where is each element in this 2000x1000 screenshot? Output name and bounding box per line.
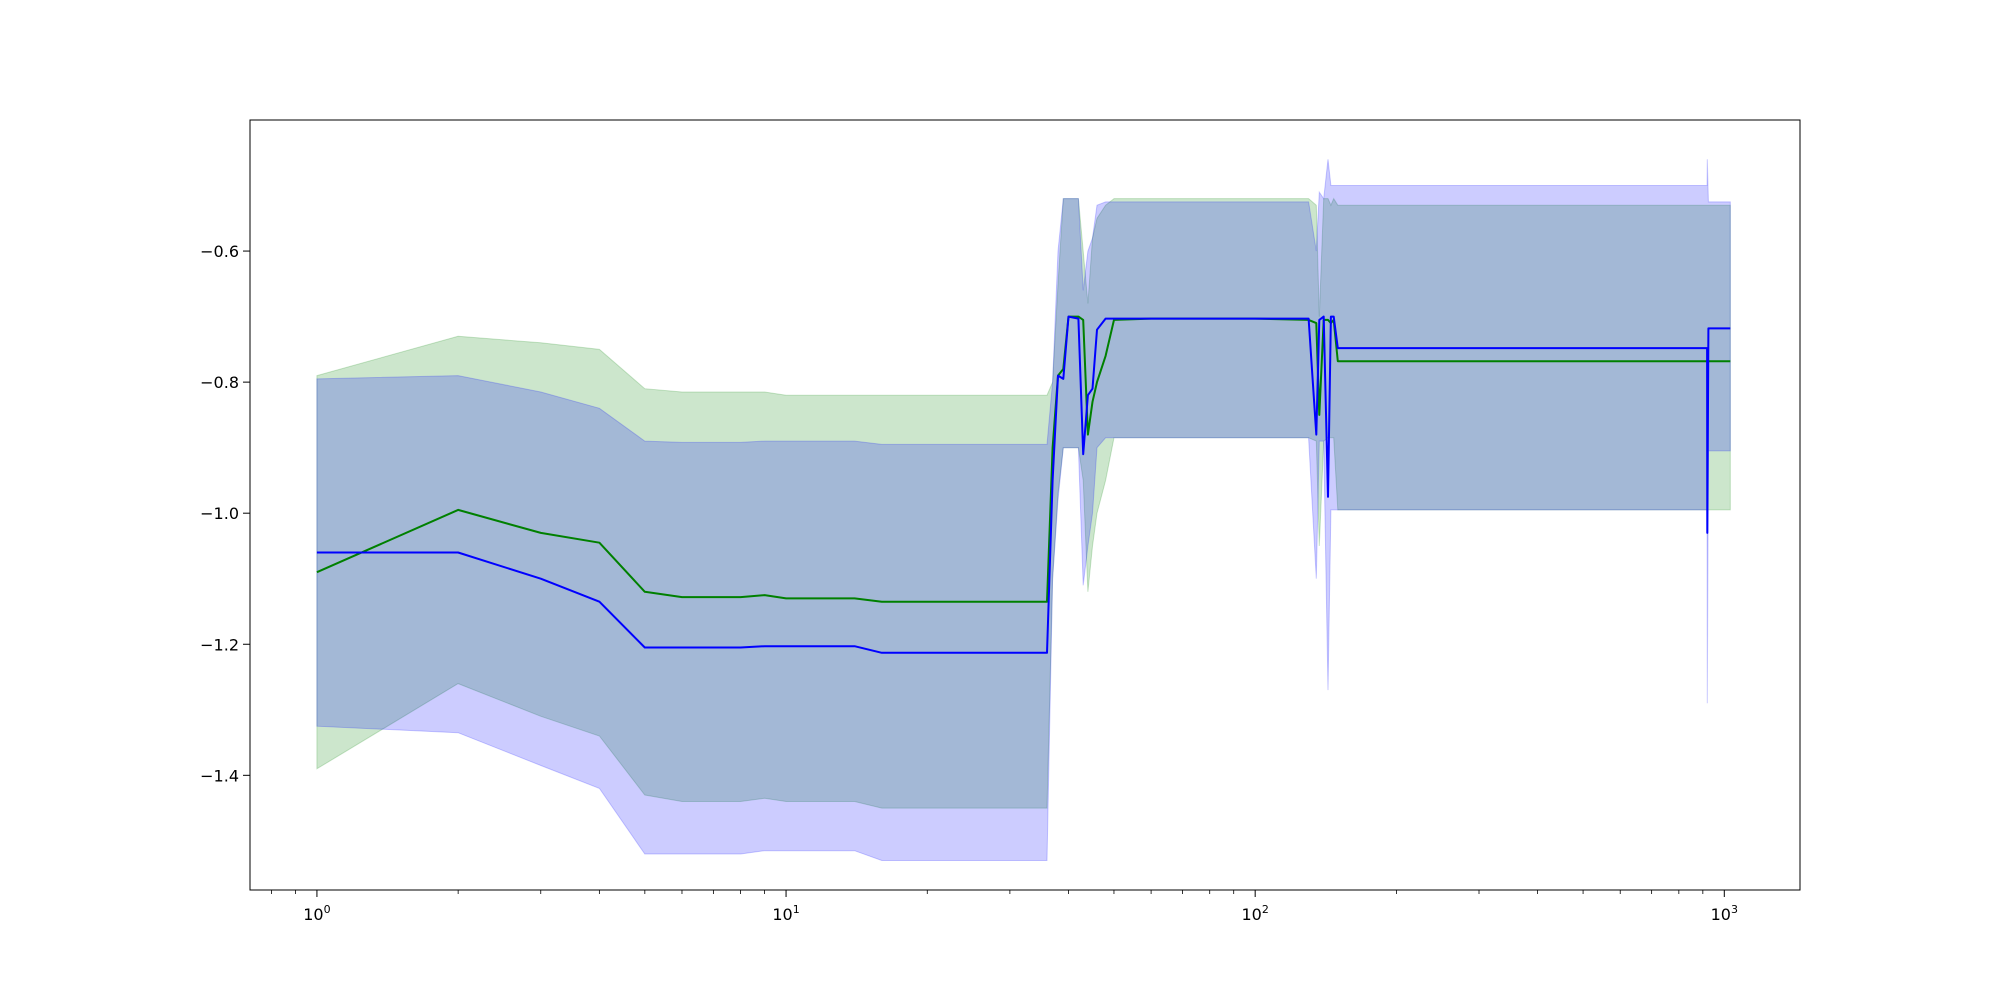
y-tick-label: −1.2: [200, 635, 239, 654]
x-tick-label: 100: [303, 903, 330, 924]
series-2-band: [316, 159, 1731, 861]
x-tick-label: 102: [1241, 903, 1268, 924]
series-1-band: [316, 197, 1731, 809]
x-tick-label: 101: [772, 903, 799, 924]
y-tick-label: −0.6: [200, 242, 239, 261]
axis-ticks: −0.6 −0.8 −1.0 −1.2 −1.4 100 101 102 103: [200, 242, 1738, 924]
y-tick-label: −1.4: [200, 766, 239, 785]
x-tick-label: 103: [1711, 903, 1738, 924]
series-1-line: [316, 315, 1731, 603]
plot-area: [316, 159, 1731, 861]
y-tick-label: −0.8: [200, 373, 239, 392]
y-tick-label: −1.0: [200, 504, 239, 523]
axes-frame: [249, 119, 1801, 891]
series-2-line: [316, 315, 1731, 654]
